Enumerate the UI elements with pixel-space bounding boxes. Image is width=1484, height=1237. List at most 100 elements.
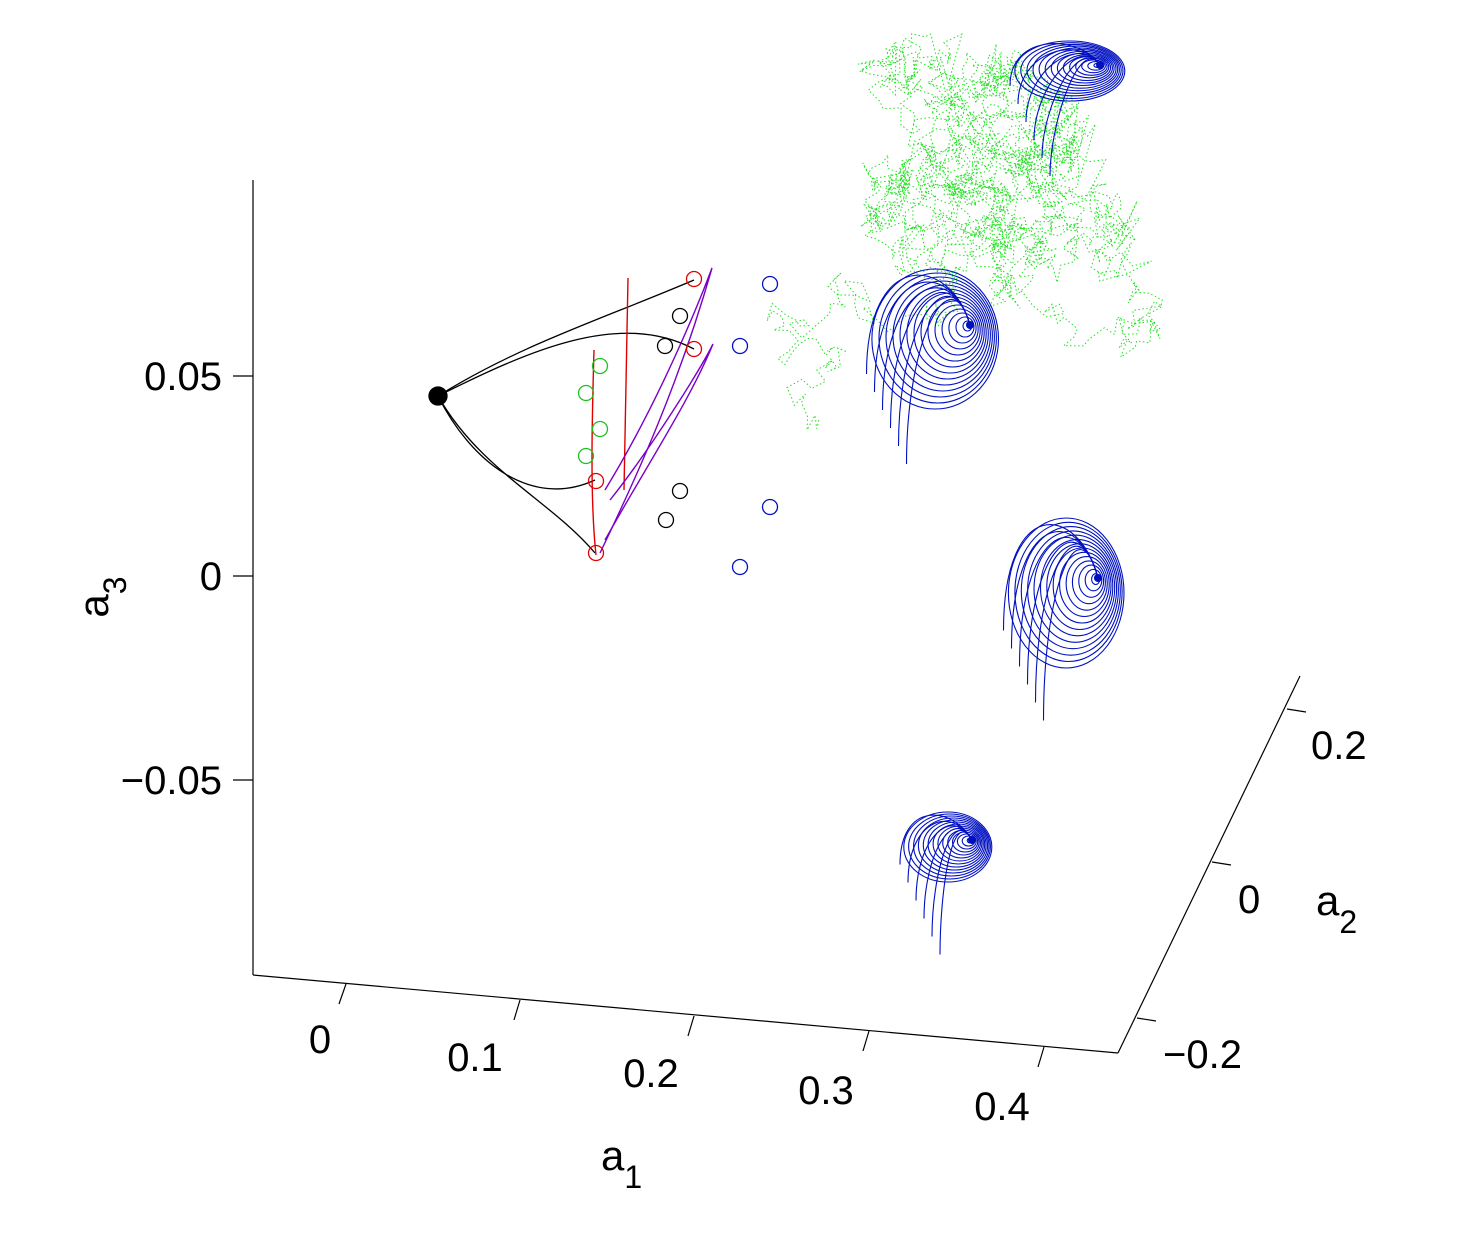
spiral-center — [1096, 61, 1104, 69]
spiral-equilibrium — [865, 268, 1000, 465]
spiral-loop — [1065, 556, 1108, 611]
equilibrium-marker — [656, 337, 674, 355]
spiral-equilibrium — [899, 811, 993, 955]
equilibrium-markers — [428, 270, 779, 576]
spiral-loop — [1007, 517, 1125, 669]
x-tick-mark — [1037, 1046, 1045, 1068]
spiral-loop — [1014, 40, 1126, 102]
orbit-curve — [437, 332, 695, 397]
spiral-loop — [1056, 52, 1113, 84]
spiral-loop — [908, 813, 991, 880]
spiral-loop — [903, 811, 993, 883]
spiral-loop — [927, 300, 983, 362]
purple-manifold — [604, 343, 714, 541]
equilibrium-marker — [587, 472, 605, 490]
spiral-loop — [1020, 526, 1121, 656]
z-tick-label: −0.05 — [121, 759, 222, 803]
equilibrium-marker — [761, 498, 779, 516]
spiral-equilibrium — [1009, 40, 1126, 177]
equilibrium-marker — [731, 337, 749, 355]
spiral-loop — [871, 268, 1000, 410]
spiral-loop — [1014, 521, 1123, 663]
spiral-inflow — [1042, 549, 1099, 721]
y-tick-mark — [1211, 861, 1232, 866]
spiral-center — [1094, 574, 1102, 582]
spiral-loop — [934, 304, 981, 356]
spiral-loop — [955, 316, 975, 338]
spiral-loop — [1020, 42, 1124, 100]
x-ticks: 0 0.1 0.2 0.3 0.4 — [309, 983, 1045, 1129]
spiral-loop — [1033, 534, 1118, 643]
equilibrium-marker — [657, 511, 675, 529]
z-axis-label-text: a3 — [70, 576, 133, 617]
y-ticks: −0.2 0 0.2 — [1136, 708, 1367, 1077]
orbit-curve — [437, 395, 596, 490]
z-ticks: −0.05 0 0.05 — [121, 355, 253, 803]
y-tick-label: −0.2 — [1163, 1033, 1242, 1077]
heteroclinic-orbits — [437, 279, 695, 554]
spiral-equilibrium — [1002, 517, 1125, 721]
equilibrium-marker — [685, 340, 703, 358]
equilibrium-marker — [577, 447, 595, 465]
red-manifold — [591, 349, 597, 556]
spiral-loop — [1050, 50, 1115, 87]
equilibrium-marker — [731, 558, 749, 576]
spiral-loop — [1078, 564, 1105, 598]
chaotic-trajectory — [766, 33, 1163, 431]
y-tick-mark — [1136, 1017, 1157, 1022]
x-axis-label-text: a1 — [601, 1132, 642, 1195]
spiral-loop — [1052, 547, 1112, 624]
axes — [252, 180, 1301, 1054]
spiral-loop — [922, 819, 987, 871]
x-tick-label: 0.3 — [798, 1069, 854, 1113]
equilibrium-marker — [591, 357, 609, 375]
y-tick-mark — [1286, 708, 1307, 713]
y-tick-label: 0 — [1238, 878, 1260, 922]
x-tick-label: 0.1 — [447, 1036, 503, 1080]
x-tick-mark — [338, 983, 347, 1005]
spiral-loop — [913, 815, 990, 877]
spiral-center — [968, 836, 976, 844]
fixed-point-marker — [428, 386, 448, 406]
x-tick-mark — [862, 1030, 870, 1052]
x-tick-label: 0.4 — [974, 1085, 1030, 1129]
spiral-loop — [1032, 45, 1120, 94]
x-tick-mark — [687, 1015, 695, 1037]
z-axis-label: a3 — [70, 576, 133, 617]
y-tick-label: 0.2 — [1311, 724, 1367, 768]
spiral-loop — [1026, 43, 1122, 97]
equilibrium-marker — [671, 307, 689, 325]
red-manifold — [623, 277, 629, 491]
spiral-inflow — [1049, 58, 1101, 177]
equilibrium-marker — [577, 384, 595, 402]
spiral-loop — [1081, 59, 1106, 74]
equilibrium-marker — [761, 275, 779, 293]
y-axis-label-text: a2 — [1316, 877, 1357, 940]
z-tick-label: 0 — [200, 555, 222, 599]
spiral-inflow — [905, 299, 971, 465]
spiral-center — [966, 321, 974, 329]
y-axis-label: a2 — [1316, 877, 1357, 940]
spiral-loop — [948, 312, 977, 344]
spiral-loop — [1071, 560, 1106, 605]
equilibrium-marker — [591, 420, 609, 438]
spiral-inflow — [939, 831, 973, 955]
spiral-loop — [1059, 551, 1110, 618]
spiral-loop — [941, 308, 979, 350]
equilibrium-marker — [587, 544, 605, 562]
purple-manifold — [599, 267, 713, 554]
x-tick-label: 0 — [309, 1018, 331, 1062]
spiral-loop — [885, 276, 995, 398]
x-tick-mark — [513, 999, 521, 1021]
orbit-curve — [437, 395, 596, 554]
equilibrium-marker — [685, 270, 703, 288]
spiral-loop — [1084, 568, 1103, 592]
equilibrium-marker — [671, 482, 689, 500]
spiral-trajectories — [865, 40, 1126, 955]
orbit-curve — [437, 279, 695, 397]
x-tick-label: 0.2 — [623, 1052, 679, 1096]
spiral-loop — [917, 817, 989, 874]
spiral-loop — [878, 272, 997, 404]
unstable-manifolds — [591, 267, 714, 556]
